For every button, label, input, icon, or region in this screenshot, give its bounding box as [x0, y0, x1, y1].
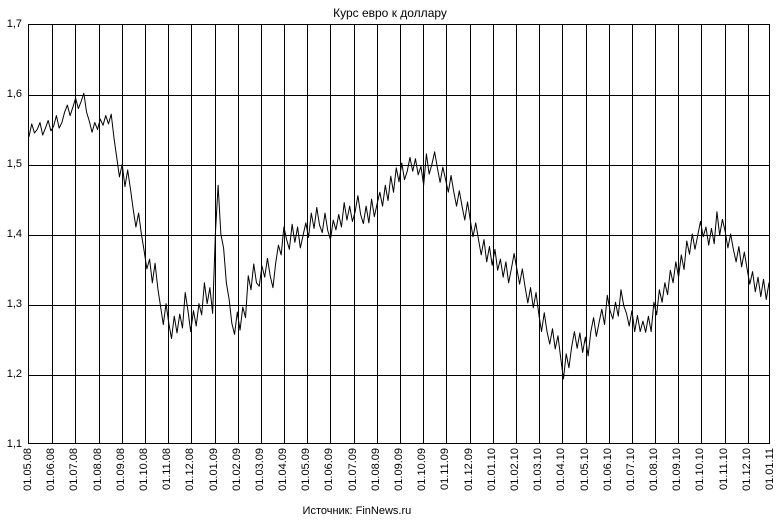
x-tick-label: 01.08.09: [370, 448, 382, 491]
x-tick-label: 01.11.08: [161, 448, 173, 490]
gridline-horizontal: [29, 235, 769, 236]
gridline-vertical: [655, 25, 656, 443]
gridline-horizontal: [29, 165, 769, 166]
x-tick-label: 01.04.10: [555, 448, 567, 491]
y-tick-label: 1,4: [0, 228, 22, 240]
x-tick-label: 01.05.08: [22, 448, 34, 491]
series-line: [29, 25, 769, 443]
gridline-vertical: [632, 25, 633, 443]
gridline-vertical: [539, 25, 540, 443]
x-tick-label: 01.10.10: [694, 448, 706, 491]
x-tick-label: 01.09.09: [393, 448, 405, 491]
gridline-vertical: [330, 25, 331, 443]
gridline-vertical: [748, 25, 749, 443]
x-tick-label: 01.09.08: [115, 448, 127, 491]
gridline-vertical: [678, 25, 679, 443]
x-tick-label: 01.02.10: [509, 448, 521, 491]
chart-container: Курс евро к доллару Источник: FinNews.ru…: [0, 0, 780, 521]
gridline-vertical: [516, 25, 517, 443]
x-tick-label: 01.01.11: [764, 448, 776, 490]
gridline-vertical: [261, 25, 262, 443]
gridline-vertical: [423, 25, 424, 443]
x-tick-label: 01.11.09: [439, 448, 451, 490]
gridline-vertical: [400, 25, 401, 443]
x-tick-label: 01.05.10: [579, 448, 591, 491]
gridline-vertical: [701, 25, 702, 443]
y-tick-label: 1,3: [0, 298, 22, 310]
gridline-horizontal: [29, 95, 769, 96]
source-label: Источник: FinNews.ru: [303, 505, 412, 517]
plot-area: [28, 24, 770, 444]
x-tick-label: 01.08.10: [648, 448, 660, 491]
gridline-horizontal: [29, 305, 769, 306]
gridline-horizontal: [29, 375, 769, 376]
x-tick-label: 01.06.08: [45, 448, 57, 491]
gridline-vertical: [307, 25, 308, 443]
x-tick-label: 01.06.09: [323, 448, 335, 491]
y-tick-label: 1,5: [0, 158, 22, 170]
x-tick-label: 01.10.08: [138, 448, 150, 491]
x-tick-label: 01.02.09: [231, 448, 243, 491]
x-tick-label: 01.01.10: [486, 448, 498, 491]
y-tick-label: 1,1: [0, 438, 22, 450]
x-tick-label: 01.07.09: [347, 448, 359, 491]
x-tick-label: 01.09.10: [671, 448, 683, 491]
gridline-vertical: [493, 25, 494, 443]
gridline-vertical: [191, 25, 192, 443]
x-tick-label: 01.08.08: [92, 448, 104, 491]
gridline-vertical: [99, 25, 100, 443]
gridline-vertical: [122, 25, 123, 443]
gridline-vertical: [238, 25, 239, 443]
gridline-vertical: [215, 25, 216, 443]
gridline-vertical: [562, 25, 563, 443]
gridline-vertical: [377, 25, 378, 443]
x-tick-label: 01.10.09: [416, 448, 428, 491]
y-tick-label: 1,7: [0, 18, 22, 30]
x-tick-label: 01.03.10: [532, 448, 544, 491]
x-tick-label: 01.07.08: [68, 448, 80, 491]
x-tick-label: 01.12.08: [184, 448, 196, 491]
x-tick-label: 01.07.10: [625, 448, 637, 491]
x-tick-label: 01.06.10: [602, 448, 614, 491]
gridline-vertical: [284, 25, 285, 443]
x-tick-label: 01.12.09: [463, 448, 475, 491]
x-tick-label: 01.03.09: [254, 448, 266, 491]
gridline-vertical: [609, 25, 610, 443]
gridline-vertical: [75, 25, 76, 443]
x-tick-label: 01.05.09: [300, 448, 312, 491]
chart-title: Курс евро к доллару: [0, 6, 780, 20]
gridline-vertical: [446, 25, 447, 443]
x-tick-label: 01.11.10: [718, 448, 730, 490]
gridline-vertical: [725, 25, 726, 443]
x-tick-label: 01.04.09: [277, 448, 289, 491]
gridline-vertical: [354, 25, 355, 443]
y-tick-label: 1,2: [0, 368, 22, 380]
x-tick-label: 01.01.09: [208, 448, 220, 491]
gridline-vertical: [586, 25, 587, 443]
x-tick-label: 01.12.10: [741, 448, 753, 491]
gridline-vertical: [52, 25, 53, 443]
gridline-vertical: [168, 25, 169, 443]
gridline-vertical: [470, 25, 471, 443]
y-tick-label: 1,6: [0, 88, 22, 100]
gridline-vertical: [145, 25, 146, 443]
